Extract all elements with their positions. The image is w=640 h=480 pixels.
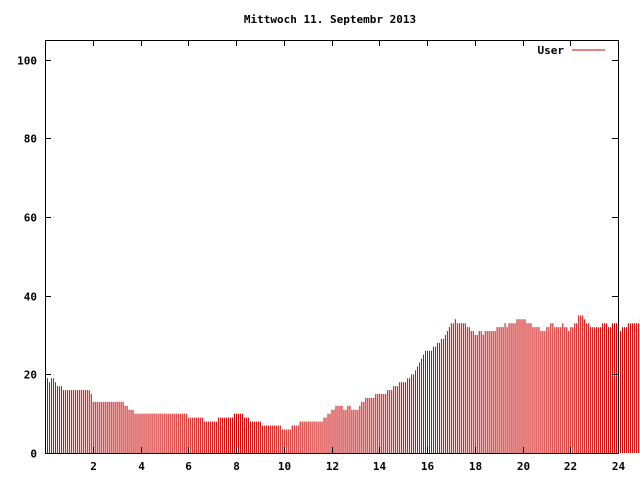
legend: User (538, 44, 605, 57)
chart-title: Mittwoch 11. Septembr 2013 (244, 13, 416, 26)
data-series (45, 315, 640, 453)
x-tick-label: 22 (564, 460, 577, 473)
x-tick-label: 6 (185, 460, 192, 473)
y-tick-label: 100 (17, 55, 37, 68)
y-tick-label: 0 (30, 448, 37, 461)
x-tick-label: 10 (278, 460, 291, 473)
y-tick-label: 80 (24, 133, 37, 146)
x-tick-label: 16 (421, 460, 435, 473)
y-tick-label: 20 (24, 369, 37, 382)
x-tick-label: 2 (90, 460, 97, 473)
x-tick-label: 8 (233, 460, 240, 473)
x-tick-label: 12 (326, 460, 339, 473)
x-tick-label: 20 (517, 460, 530, 473)
legend-label-user: User (538, 44, 565, 57)
x-tick-label: 4 (138, 460, 145, 473)
x-tick-label: 24 (612, 460, 626, 473)
y-tick-label: 40 (24, 291, 37, 304)
x-tick-label: 14 (373, 460, 387, 473)
x-tick-label: 18 (469, 460, 482, 473)
y-tick-label: 60 (24, 212, 37, 225)
